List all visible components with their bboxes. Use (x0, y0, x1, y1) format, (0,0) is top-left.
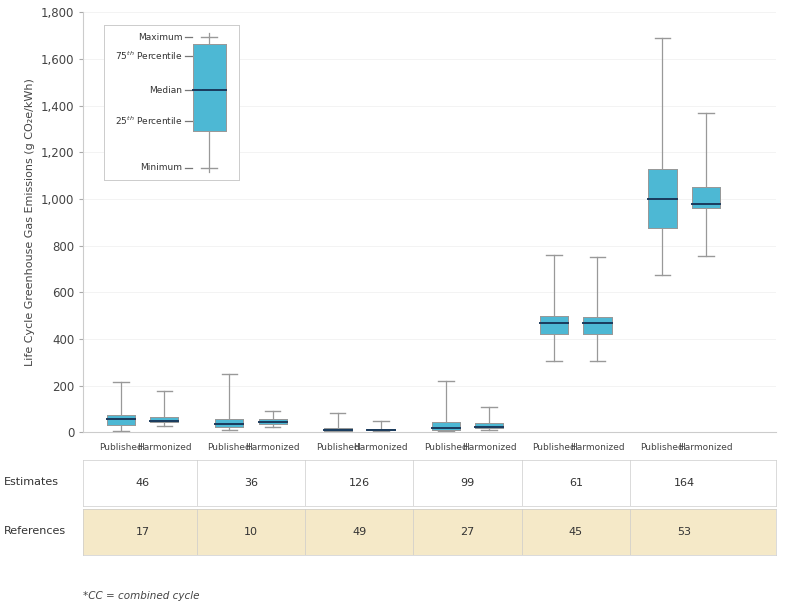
Text: Harmonized: Harmonized (679, 443, 733, 452)
Bar (691, 187, 720, 208)
Text: (Offshore and Onshore): (Offshore and Onshore) (298, 478, 421, 488)
Bar (432, 422, 460, 430)
Text: (Trough and Tower): (Trough and Tower) (201, 493, 301, 503)
Bar (150, 417, 178, 422)
Text: Estimates: Estimates (4, 478, 59, 487)
Bar (584, 318, 611, 333)
Text: 46: 46 (135, 478, 150, 488)
Bar (475, 424, 503, 428)
Text: Coal: Coal (672, 463, 697, 473)
Text: 36: 36 (244, 478, 258, 488)
Text: Concentrating: Concentrating (209, 463, 293, 473)
Text: 61: 61 (569, 478, 583, 488)
Text: *CC = combined cycle: *CC = combined cycle (83, 591, 200, 601)
Text: Published: Published (532, 443, 576, 452)
Bar (367, 428, 395, 430)
Text: Unconventional): Unconventional) (533, 493, 619, 503)
Bar (649, 169, 676, 227)
Text: 17: 17 (135, 527, 150, 537)
Text: Published: Published (641, 443, 684, 452)
Text: Harmonized: Harmonized (462, 443, 516, 452)
Bar (475, 424, 503, 428)
Text: Photovoltaics: Photovoltaics (103, 463, 183, 473)
Bar (540, 316, 568, 333)
Bar (649, 169, 676, 227)
Text: Wind: Wind (345, 463, 375, 473)
Bar (215, 419, 243, 427)
Bar (540, 316, 568, 333)
Text: 164: 164 (673, 478, 695, 488)
Bar (367, 428, 395, 430)
Bar (150, 417, 178, 422)
Text: (Sub- and Supercritical,: (Sub- and Supercritical, (623, 478, 745, 488)
Bar (215, 419, 243, 427)
Bar (107, 415, 135, 425)
Text: Harmonized: Harmonized (137, 443, 192, 452)
Bar (107, 415, 135, 425)
Text: (C-Si and Thin Film): (C-Si and Thin Film) (92, 478, 194, 488)
Text: 126: 126 (348, 478, 370, 488)
Text: Harmonized: Harmonized (353, 443, 408, 452)
Bar (324, 428, 352, 430)
Bar (432, 422, 460, 430)
Text: Solar Power: Solar Power (220, 478, 282, 488)
Text: IGCC, Fluidized Bed): IGCC, Fluidized Bed) (631, 493, 737, 503)
Text: 45: 45 (569, 527, 583, 537)
Text: Published: Published (316, 443, 360, 452)
Text: Published: Published (99, 443, 143, 452)
Bar (324, 428, 352, 430)
Text: 49: 49 (352, 527, 367, 537)
Text: Published: Published (208, 443, 251, 452)
Text: Natural Gas CC: Natural Gas CC (531, 463, 620, 473)
Text: (Conventional and: (Conventional and (528, 478, 624, 488)
Y-axis label: Life Cycle Greenhouse Gas Emissions (g CO₂e/kWh): Life Cycle Greenhouse Gas Emissions (g C… (25, 78, 35, 366)
Text: Harmonized: Harmonized (570, 443, 625, 452)
Text: Harmonized: Harmonized (246, 443, 300, 452)
Text: 99: 99 (460, 478, 474, 488)
Text: Nuclear: Nuclear (445, 463, 490, 473)
Bar (258, 419, 287, 424)
Text: 53: 53 (677, 527, 691, 537)
Text: 27: 27 (460, 527, 474, 537)
Text: (Light Water): (Light Water) (433, 478, 501, 488)
Text: 10: 10 (244, 527, 258, 537)
Bar (584, 318, 611, 333)
Bar (258, 419, 287, 424)
Text: Published: Published (424, 443, 468, 452)
Text: References: References (4, 527, 66, 536)
Bar (691, 187, 720, 208)
